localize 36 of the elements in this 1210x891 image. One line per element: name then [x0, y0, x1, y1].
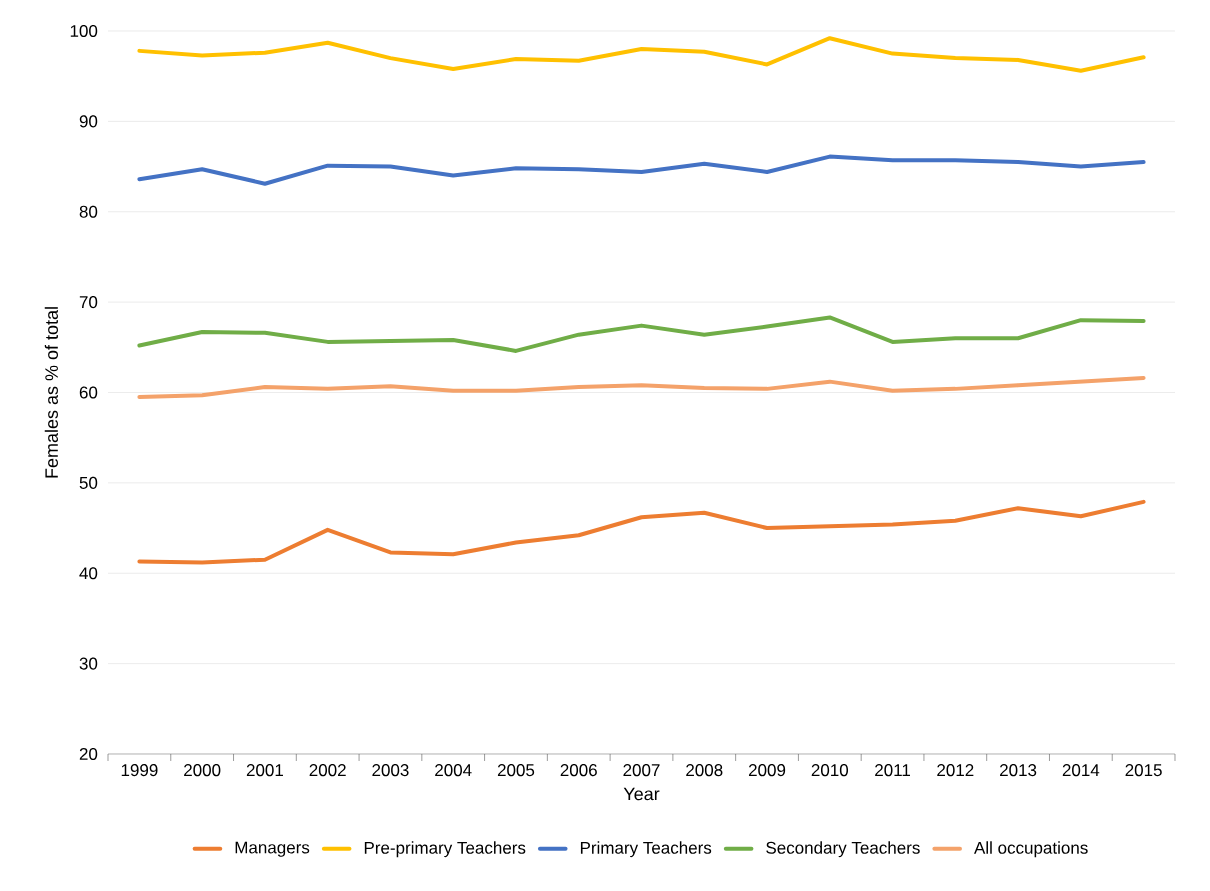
x-tick-label: 2012 [937, 764, 974, 777]
y-tick-label: 60 [79, 386, 98, 399]
legend-label: Primary Teachers [580, 841, 712, 858]
x-tick-label: 2011 [875, 764, 910, 777]
line-series [137, 315, 1146, 353]
legend-label: Managers [235, 841, 310, 857]
x-tick-label: 2005 [497, 764, 535, 777]
line-series [137, 154, 1146, 186]
y-tick-label: 50 [79, 476, 98, 489]
y-axis-title: Females as % of total [44, 307, 58, 478]
x-tick-label: 2000 [184, 764, 221, 777]
x-tick-label: 1999 [121, 764, 158, 777]
x-axis-title: Year [623, 787, 660, 801]
x-tick-label: 2008 [686, 764, 723, 777]
y-tick-label: 30 [79, 657, 98, 670]
y-tick-label: 90 [79, 115, 98, 128]
y-tick-label: 40 [79, 567, 98, 580]
y-tick-label: 100 [70, 24, 98, 38]
x-tick-label: 2006 [560, 764, 597, 777]
legend-label: Pre-primary Teachers [364, 841, 526, 858]
x-tick-label: 2002 [309, 764, 346, 777]
x-tick-label: 2004 [435, 764, 472, 777]
legend-label: All occupations [974, 841, 1088, 858]
x-tick-label: 2007 [623, 764, 660, 777]
line-series [137, 36, 1146, 73]
x-tick-label: 2015 [1125, 764, 1162, 777]
x-tick-label: 2010 [811, 764, 849, 777]
y-tick-label: 20 [79, 747, 98, 761]
x-tick-label: 2009 [748, 764, 786, 777]
legend-label: Secondary Teachers [766, 841, 920, 858]
x-tick-label: 2003 [372, 764, 409, 777]
x-tick-label: 2013 [1000, 764, 1037, 777]
x-tick-label: 2014 [1062, 764, 1100, 777]
x-tick-label: 2001 [246, 764, 283, 777]
y-tick-label: 70 [79, 296, 98, 309]
y-tick-label: 80 [79, 205, 98, 218]
